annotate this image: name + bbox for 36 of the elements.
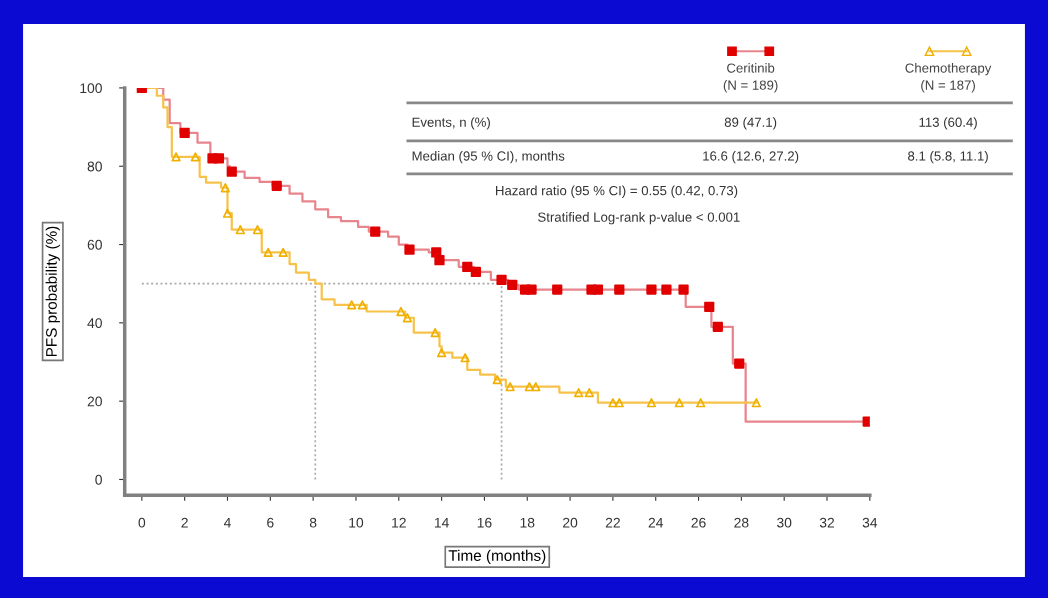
x-tick-label: 0 [138, 517, 146, 528]
x-tick-label: 32 [819, 517, 835, 528]
x-tick-label: 8 [309, 517, 317, 528]
y-tick-label: 40 [87, 318, 102, 329]
y-tick-label: 100 [80, 83, 102, 94]
legend-label: Ceritinib (N = 189) [723, 63, 778, 93]
y-tick-label: 20 [87, 396, 102, 407]
annotation: 16.6 (12.6, 27.2) [703, 150, 799, 164]
x-tick-label: 16 [477, 517, 492, 528]
legend-label: Chemotherapy (N = 187) [905, 63, 992, 93]
x-tick-label: 20 [563, 517, 578, 528]
x-tick-label: 10 [349, 517, 364, 528]
x-tick-label: 26 [691, 517, 706, 528]
y-tick-label: 0 [95, 474, 102, 485]
x-tick-label: 24 [648, 517, 664, 528]
annotation: Stratified Log-rank p-value < 0.001 [538, 212, 740, 225]
x-tick-label: 34 [862, 517, 878, 528]
y-axis-title: PFS probability (%) [45, 226, 60, 357]
x-tick-label: 14 [434, 517, 449, 528]
text: 8.1 (5.8, 11.1) [908, 150, 988, 164]
y-tick-label: 60 [87, 239, 102, 250]
x-axis-title: Time (months) [448, 549, 546, 564]
text: 113 (60.4) [919, 117, 977, 130]
x-tick-label: 6 [267, 517, 274, 528]
x-tick-label: 28 [734, 517, 749, 528]
x-tick-label: 4 [223, 517, 231, 528]
x-tick-label: 2 [181, 517, 188, 528]
annotation: Median (95 % CI), months [412, 150, 565, 164]
annotation: 89 (47.1) [724, 117, 777, 130]
y-tick-label: 80 [87, 161, 102, 172]
annotation: Hazard ratio (95 % CI) = 0.55 (0.42, 0.73) [496, 185, 738, 198]
annotation: Events, n (%) [412, 117, 490, 130]
x-tick-label: 22 [605, 517, 620, 528]
x-tick-label: 12 [392, 517, 406, 528]
x-tick-label: 30 [777, 517, 792, 528]
x-tick-label: 18 [520, 517, 535, 528]
